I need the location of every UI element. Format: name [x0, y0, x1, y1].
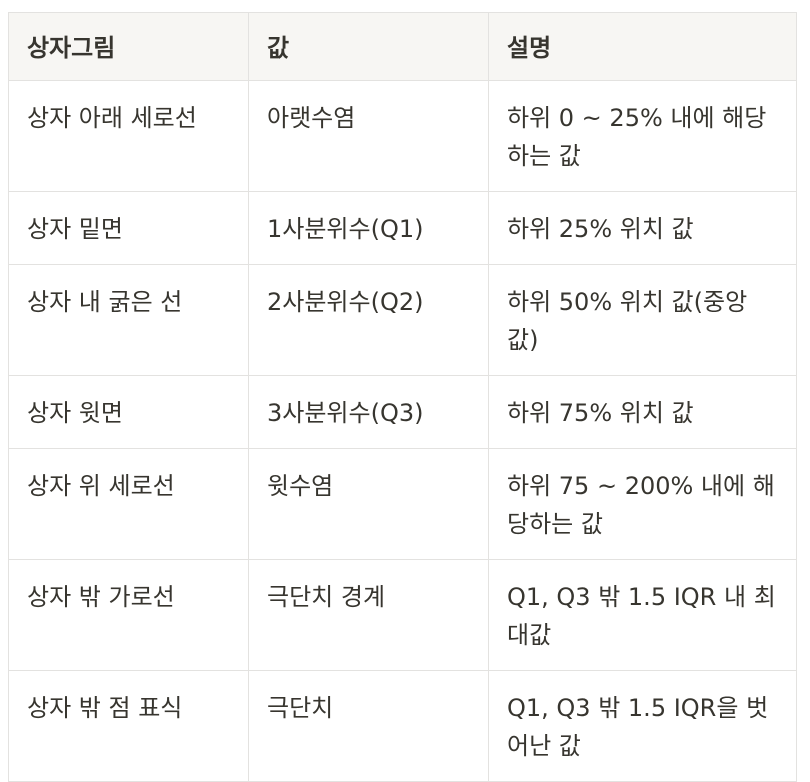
cell-part: 상자 밖 가로선 — [8, 559, 249, 671]
header-value: 값 — [248, 12, 489, 81]
cell-value: 1사분위수(Q1) — [248, 191, 489, 265]
cell-description: 하위 75 ~ 200% 내에 해당하는 값 — [488, 448, 797, 560]
boxplot-table: 상자그림 값 설명 상자 아래 세로선 아랫수염 하위 0 ~ 25% 내에 해… — [8, 12, 797, 782]
cell-description: 하위 50% 위치 값(중앙값) — [488, 264, 797, 376]
header-description: 설명 — [488, 12, 797, 81]
table-row: 상자 아래 세로선 아랫수염 하위 0 ~ 25% 내에 해당하는 값 — [8, 80, 797, 192]
cell-part: 상자 아래 세로선 — [8, 80, 249, 192]
cell-value: 극단치 경계 — [248, 559, 489, 671]
cell-part: 상자 밖 점 표식 — [8, 670, 249, 782]
cell-description: 하위 25% 위치 값 — [488, 191, 797, 265]
cell-part: 상자 위 세로선 — [8, 448, 249, 560]
table-row: 상자 밑면 1사분위수(Q1) 하위 25% 위치 값 — [8, 191, 797, 265]
header-boxplot: 상자그림 — [8, 12, 249, 81]
table-row: 상자 밖 점 표식 극단치 Q1, Q3 밖 1.5 IQR을 벗어난 값 — [8, 670, 797, 782]
cell-value: 윗수염 — [248, 448, 489, 560]
cell-value: 아랫수염 — [248, 80, 489, 192]
cell-value: 극단치 — [248, 670, 489, 782]
table-row: 상자 밖 가로선 극단치 경계 Q1, Q3 밖 1.5 IQR 내 최대값 — [8, 559, 797, 671]
table-row: 상자 위 세로선 윗수염 하위 75 ~ 200% 내에 해당하는 값 — [8, 448, 797, 560]
table-row: 상자 윗면 3사분위수(Q3) 하위 75% 위치 값 — [8, 375, 797, 449]
cell-value: 2사분위수(Q2) — [248, 264, 489, 376]
cell-part: 상자 밑면 — [8, 191, 249, 265]
cell-part: 상자 윗면 — [8, 375, 249, 449]
cell-description: 하위 0 ~ 25% 내에 해당하는 값 — [488, 80, 797, 192]
cell-description: Q1, Q3 밖 1.5 IQR 내 최대값 — [488, 559, 797, 671]
table-header-row: 상자그림 값 설명 — [8, 12, 797, 81]
table-container: 상자그림 값 설명 상자 아래 세로선 아랫수염 하위 0 ~ 25% 내에 해… — [8, 12, 797, 782]
cell-description: Q1, Q3 밖 1.5 IQR을 벗어난 값 — [488, 670, 797, 782]
cell-description: 하위 75% 위치 값 — [488, 375, 797, 449]
table-row: 상자 내 굵은 선 2사분위수(Q2) 하위 50% 위치 값(중앙값) — [8, 264, 797, 376]
cell-part: 상자 내 굵은 선 — [8, 264, 249, 376]
cell-value: 3사분위수(Q3) — [248, 375, 489, 449]
